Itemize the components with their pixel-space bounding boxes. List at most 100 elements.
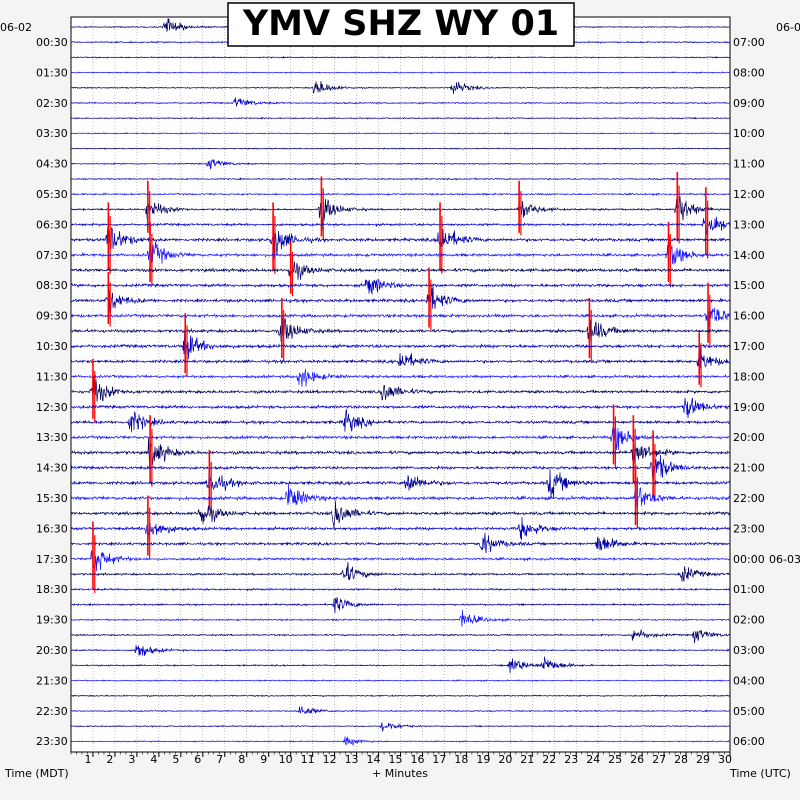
left-time-label: 20:30 [36, 644, 68, 657]
seismogram-trace [70, 332, 731, 360]
minute-grid [92, 17, 709, 752]
right-time-label: 17:00 [733, 340, 765, 353]
x-tick-label: 8 [238, 753, 245, 766]
date-right: 06-02 [776, 21, 800, 34]
seismogram-trace [70, 196, 731, 232]
seismogram-trace [70, 694, 731, 698]
seismogram-trace [70, 81, 731, 95]
seismogram-trace [70, 283, 731, 315]
seismogram-trace [70, 516, 731, 546]
seismogram-trace [70, 343, 731, 369]
right-time-label: 21:00 [733, 462, 765, 475]
seismogram-trace [70, 216, 731, 235]
left-time-label: 03:30 [36, 127, 68, 140]
left-time-label: 13:30 [36, 431, 68, 444]
left-time-label: 12:30 [36, 401, 68, 414]
x-tick-label: 27 [652, 753, 666, 766]
x-tick-label: 30 [718, 753, 732, 766]
seismogram-trace [70, 480, 731, 517]
seismogram-trace [70, 562, 731, 582]
right-time-label: 14:00 [733, 249, 765, 262]
axes: 00:30 01:30 02:30 03:30 04:30 05:30 06:30 07:30… [36, 36, 800, 766]
right-time-label: 13:00 [733, 218, 765, 231]
x-tick-label: 1 [84, 753, 91, 766]
x-tick-label: 15 [389, 753, 403, 766]
seismogram-trace [70, 408, 731, 433]
x-tick-label: 10 [279, 753, 293, 766]
seismogram-trace [70, 587, 730, 592]
left-axis-label: Time (MDT) [4, 767, 69, 780]
seismogram-trace [70, 97, 731, 107]
x-tick-label: 22 [542, 753, 556, 766]
right-time-label: 09:00 [733, 97, 765, 110]
right-time-label: 22:00 [733, 492, 765, 505]
right-time-label: 02:00 [733, 614, 765, 627]
right-time-label: 00:00 [733, 553, 765, 566]
right-time-label: 10:00 [733, 127, 765, 140]
right-time-label: 18:00 [733, 370, 765, 383]
left-time-label: 16:30 [36, 522, 68, 535]
seismogram-trace [70, 224, 731, 260]
left-time-label: 08:30 [36, 279, 68, 292]
right-time-label: 08:00 [733, 66, 765, 79]
seismogram-trace [70, 116, 731, 120]
right-time-label: 07:00 [733, 36, 765, 49]
x-tick-label: 18 [454, 753, 468, 766]
right-time-label: 12:00 [733, 188, 765, 201]
seismogram-trace [70, 645, 731, 656]
right-time-label: 19:00 [733, 401, 765, 414]
left-time-label: 06:30 [36, 218, 68, 231]
left-time-label: 04:30 [36, 158, 68, 171]
left-time-label: 22:30 [36, 705, 68, 718]
date-left: 06-02 [0, 21, 32, 34]
seismogram-trace [70, 261, 731, 280]
seismogram-trace [70, 316, 731, 345]
seismogram-trace [70, 55, 731, 59]
seismogram-trace [70, 375, 731, 402]
left-time-label: 07:30 [36, 249, 68, 262]
right-time-label: 15:00 [733, 279, 765, 292]
seismogram-trace [71, 368, 731, 387]
x-tick-label: 23 [564, 753, 578, 766]
x-tick-label: 21 [520, 753, 534, 766]
date-right-next: 06-03 [769, 553, 800, 566]
left-time-label: 09:30 [36, 310, 68, 323]
right-time-label: 01:00 [733, 583, 765, 596]
x-tick-label: 4 [150, 753, 157, 766]
seismogram-trace [70, 159, 730, 170]
right-time-label: 23:00 [733, 522, 765, 535]
left-time-label: 14:30 [36, 462, 68, 475]
left-time-label: 18:30 [36, 583, 68, 596]
x-tick-label: 5 [172, 753, 179, 766]
left-time-label: 01:30 [36, 66, 68, 79]
seismogram-trace [70, 679, 731, 683]
seismogram-trace [70, 722, 730, 732]
x-tick-label: 24 [586, 753, 600, 766]
seismogram-trace [70, 597, 731, 614]
x-tick-label: 13 [345, 753, 359, 766]
chart-title: YMV SHZ WY 01 [242, 4, 559, 44]
left-time-label: 11:30 [36, 370, 68, 383]
right-time-label: 20:00 [733, 431, 765, 444]
seismogram-trace [70, 532, 730, 554]
seismogram-trace [70, 278, 731, 296]
seismogram-trace [70, 736, 731, 747]
seismogram-trace [70, 629, 730, 644]
left-time-label: 00:30 [36, 36, 68, 49]
seismogram-trace [70, 547, 731, 574]
right-time-label: 04:00 [733, 674, 765, 687]
x-tick-label: 7 [216, 753, 223, 766]
right-axis-label: Time (UTC) [729, 767, 791, 780]
seismogram-trace [70, 132, 731, 135]
x-tick-label: 16 [410, 753, 424, 766]
right-time-label: 11:00 [733, 158, 765, 171]
x-tick-label: 2 [106, 753, 113, 766]
x-axis-label: + Minutes [372, 767, 428, 780]
seismogram-trace [70, 467, 731, 499]
x-tick-label: 25 [608, 753, 622, 766]
x-tick-label: 11 [301, 753, 315, 766]
left-time-label: 15:30 [36, 492, 68, 505]
seismogram-trace [70, 71, 731, 75]
left-time-label: 21:30 [36, 674, 68, 687]
